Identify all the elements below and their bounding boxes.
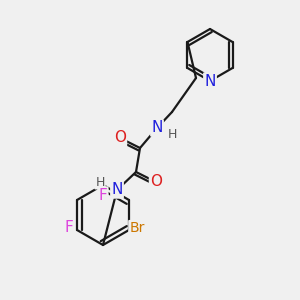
Text: F: F: [64, 220, 74, 236]
Text: O: O: [114, 130, 126, 146]
Text: H: H: [95, 176, 105, 188]
Text: N: N: [151, 121, 163, 136]
Text: O: O: [150, 175, 162, 190]
Text: Br: Br: [129, 221, 145, 235]
Text: F: F: [99, 188, 107, 202]
Text: H: H: [167, 128, 177, 140]
Text: N: N: [204, 74, 216, 88]
Text: N: N: [111, 182, 123, 197]
